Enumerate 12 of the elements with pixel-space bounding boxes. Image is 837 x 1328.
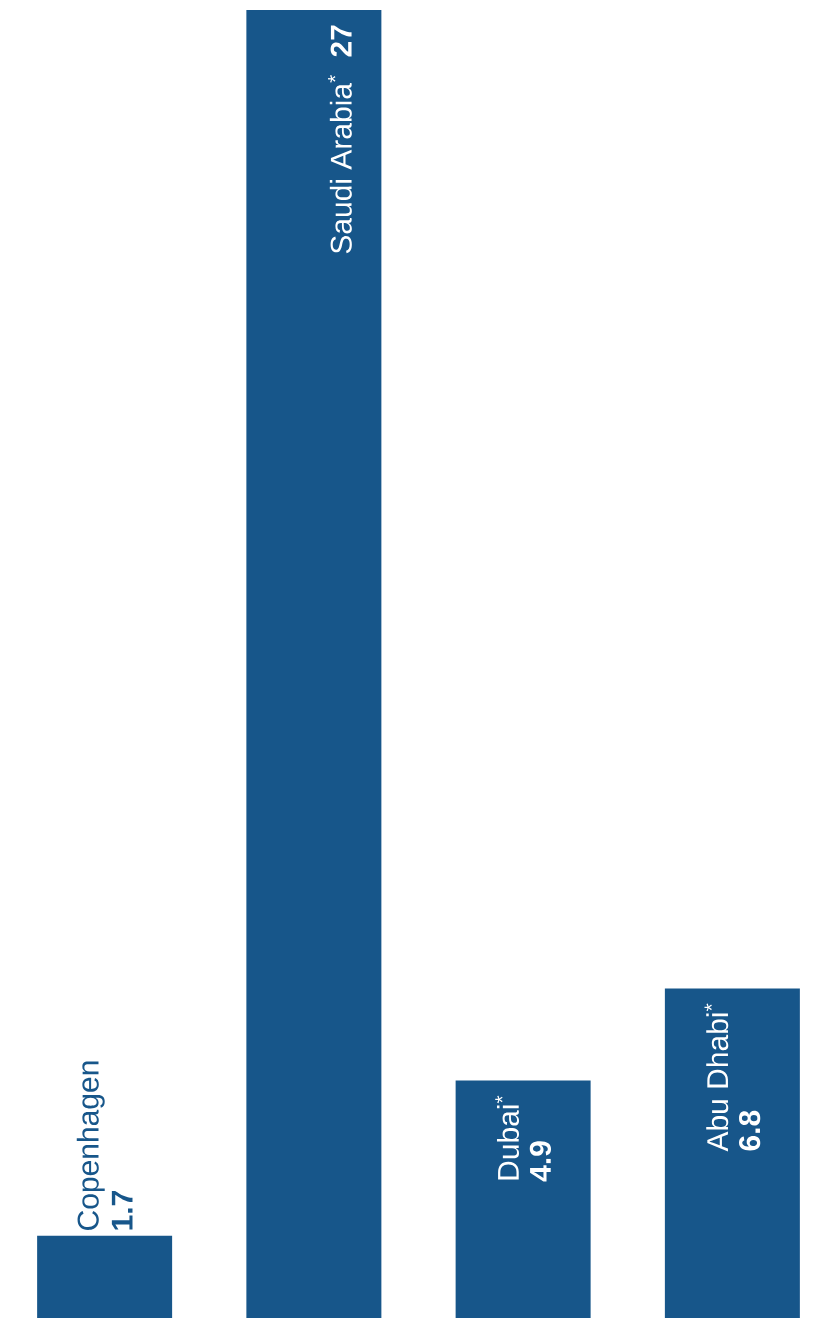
bar	[37, 1235, 173, 1318]
x-tick-label: Dubai$^{*}$	[495, 1095, 520, 1180]
bar	[246, 10, 382, 1318]
x-tick-label: Abu Dhabi$^{*}$	[704, 1003, 729, 1152]
data-label: 6.8	[739, 1110, 761, 1151]
x-tick-label: Saudi Arabia$^{*}$	[328, 75, 352, 254]
bar	[455, 1080, 591, 1318]
bar	[664, 988, 800, 1318]
data-label: 27	[330, 25, 352, 57]
data-label: 4.9	[529, 1141, 552, 1182]
x-tick-label: Copenhagen	[76, 1061, 105, 1230]
data-label: 1.7	[111, 1191, 133, 1230]
